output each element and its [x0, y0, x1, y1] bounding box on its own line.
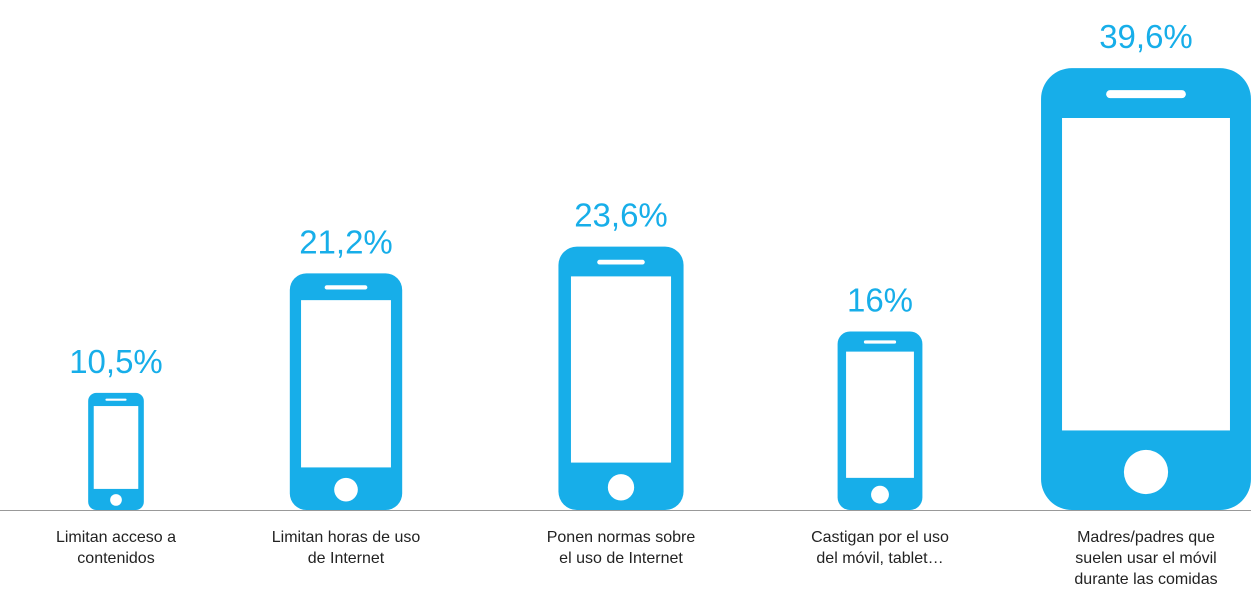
phone-icon [837, 331, 923, 510]
value-label: 23,6% [574, 197, 668, 234]
category-label: Ponen normas sobre el uso de Internet [546, 529, 696, 567]
phone-icon [289, 273, 403, 510]
value-label: 10,5% [69, 343, 163, 380]
value-label: 21,2% [299, 223, 393, 260]
phone-button [607, 474, 635, 501]
phone-speaker [597, 259, 645, 265]
phone-icon [88, 392, 144, 510]
phone-button [871, 485, 889, 504]
phone-icon [558, 246, 684, 510]
phone-speaker [863, 340, 897, 344]
phone-screen [570, 276, 672, 463]
phone-speaker [1106, 90, 1186, 99]
value-label: 16% [847, 281, 913, 318]
category-label: Castigan por el uso del móvil, tablet… [811, 529, 949, 567]
phone-speaker [324, 285, 368, 290]
category-label: Madres/padres que suelen usar el móvil d… [1074, 529, 1218, 588]
phone-button [110, 494, 122, 506]
phone-screen [846, 351, 914, 478]
phone-speaker [105, 398, 127, 401]
phone-screen [1062, 118, 1230, 431]
phone-button [334, 477, 358, 502]
value-label: 39,6% [1099, 18, 1193, 55]
phone-screen [301, 300, 391, 468]
phone-button [1123, 449, 1169, 495]
phone-icon [1041, 68, 1251, 511]
category-label: Limitan horas de uso de Internet [271, 529, 421, 567]
category-label: Limitan acceso a contenidos [55, 529, 177, 567]
phone-screen [93, 406, 139, 489]
